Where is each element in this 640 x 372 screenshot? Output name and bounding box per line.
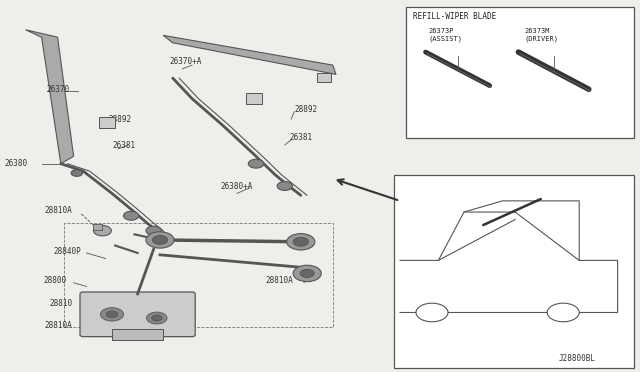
Text: 28840P: 28840P xyxy=(53,247,81,256)
Text: J28800BL: J28800BL xyxy=(558,354,595,363)
Circle shape xyxy=(106,311,118,318)
Circle shape xyxy=(300,269,314,278)
Text: REFILL-WIPER BLADE: REFILL-WIPER BLADE xyxy=(413,12,496,20)
Circle shape xyxy=(71,170,83,176)
Text: 26373M
(DRIVER): 26373M (DRIVER) xyxy=(525,28,559,42)
Circle shape xyxy=(147,312,167,324)
Text: 26380+A: 26380+A xyxy=(221,182,253,190)
Text: 28810A: 28810A xyxy=(266,276,293,285)
Text: 28810A: 28810A xyxy=(45,321,72,330)
Text: 26380: 26380 xyxy=(4,159,28,168)
Text: 28810: 28810 xyxy=(49,299,72,308)
Text: 28892: 28892 xyxy=(294,105,317,114)
Bar xyxy=(394,175,634,368)
Bar xyxy=(64,223,333,327)
Polygon shape xyxy=(163,35,336,74)
Circle shape xyxy=(146,226,161,235)
Text: 26370: 26370 xyxy=(47,85,70,94)
Circle shape xyxy=(152,315,162,321)
Text: 26373P
(ASSIST): 26373P (ASSIST) xyxy=(429,28,463,42)
Circle shape xyxy=(293,265,321,282)
Text: 26381: 26381 xyxy=(112,141,135,150)
Bar xyxy=(406,7,634,138)
Circle shape xyxy=(416,303,448,322)
Bar xyxy=(317,73,331,82)
Circle shape xyxy=(146,232,174,248)
Circle shape xyxy=(100,308,124,321)
Circle shape xyxy=(248,159,264,168)
Bar xyxy=(112,329,163,340)
Text: 28810A: 28810A xyxy=(45,206,72,215)
FancyBboxPatch shape xyxy=(80,292,195,337)
Text: 26370+A: 26370+A xyxy=(170,57,202,66)
Circle shape xyxy=(293,237,308,246)
Circle shape xyxy=(547,303,579,322)
Polygon shape xyxy=(26,30,74,164)
Text: 28800: 28800 xyxy=(44,276,67,285)
Text: 26381: 26381 xyxy=(290,133,313,142)
Circle shape xyxy=(93,225,111,236)
Circle shape xyxy=(277,182,292,190)
Bar xyxy=(93,224,102,230)
Bar xyxy=(99,117,115,128)
Bar xyxy=(246,93,262,104)
Circle shape xyxy=(287,234,315,250)
Text: 28892: 28892 xyxy=(109,115,132,124)
Circle shape xyxy=(124,211,139,220)
Circle shape xyxy=(152,235,168,244)
